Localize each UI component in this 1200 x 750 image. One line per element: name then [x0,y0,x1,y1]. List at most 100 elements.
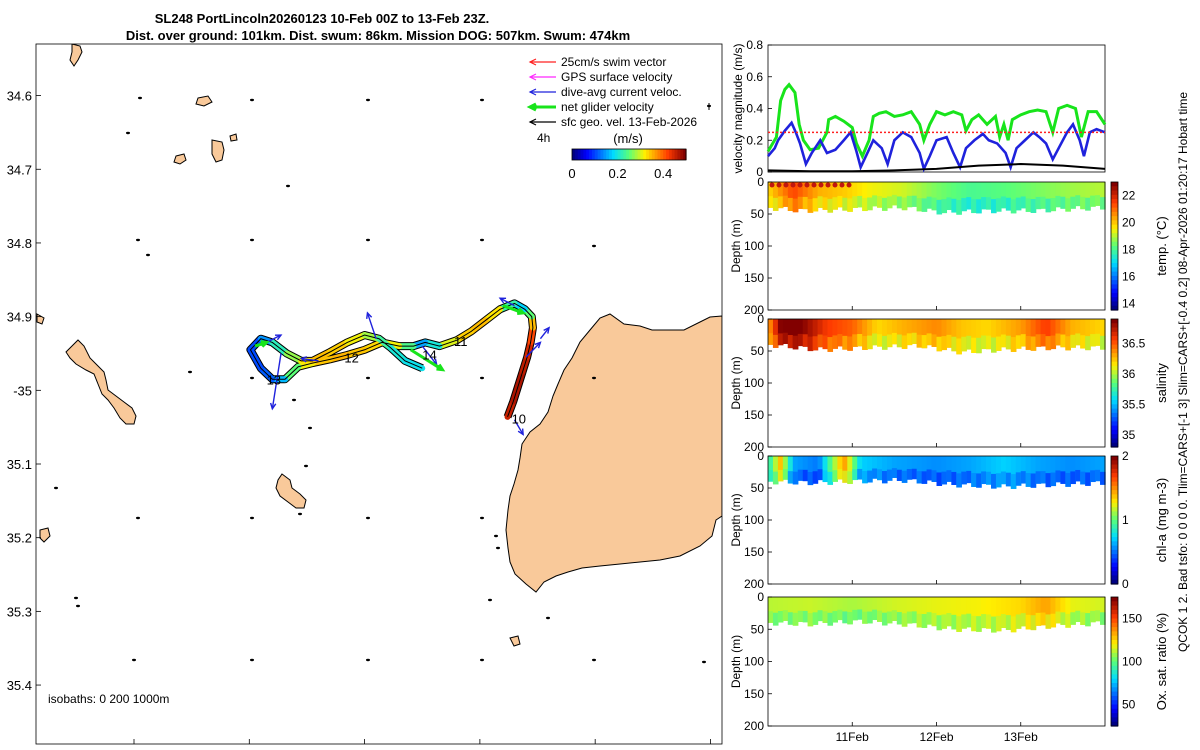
island-small-b [211,139,225,163]
reef-dot [480,658,484,662]
reef-dot [546,616,550,620]
heatmap-cell-deep [906,611,913,624]
heatmap-cell [1010,182,1017,214]
heatmap-cell-deep [1085,613,1091,627]
heatmap-cell-deep [867,470,873,483]
heatmap-cell-deep [1100,471,1106,485]
depth-tick-label: 0 [757,590,764,604]
colorbar-cell [660,149,664,160]
reef-dot [250,376,254,380]
panel-colorbar-cell [1111,721,1118,727]
heatmap-cell-deep [956,338,962,355]
panel-colorbar-cell [1111,348,1118,354]
panel-colorbar-cell [1111,267,1118,273]
heatmap-cell-deep [1095,469,1101,482]
heatmap-cell-deep [1045,473,1052,488]
heatmap-cell [896,319,903,348]
panel-colorbar-tick-label: 22 [1122,188,1136,202]
panel-colorbar-cell [1111,301,1118,307]
heatmap-cell-deep [862,197,868,212]
panel-colorbar-cell [1111,408,1118,414]
heatmap-cell [772,319,779,348]
velocity-ytick-label: 0.4 [746,102,763,116]
heatmap-cell-deep [807,198,814,213]
surface-sample-dot [839,182,845,188]
heatmap-cell [792,597,799,626]
panel-colorbar-cell [1111,678,1118,684]
heatmap-cell [857,597,863,620]
heatmap-cell [896,597,903,625]
heatmap-cell-deep [886,469,893,481]
velocity-vectors [254,297,551,436]
panel-colorbar-cell [1111,502,1118,508]
colorbar-cell [603,149,607,160]
heatmap-cell-deep [1090,610,1096,623]
heatmap-cell-deep [787,197,794,211]
heatmap-cell-deep [911,332,918,344]
heatmap-cell [847,319,853,351]
panel-colorbar-cell [1111,528,1118,534]
heatmap-cell-deep [768,196,774,208]
surface-sample-dot [804,182,810,188]
panel-colorbar-tick-label: 16 [1122,269,1136,283]
heatmap-cell [862,182,868,212]
panel-colorbar-tick-label: 1 [1122,513,1129,527]
map-ytick-label: 34.8 [7,236,32,251]
heatmap-cell-deep [772,334,779,348]
heatmap-cell [1100,456,1106,485]
heatmap-cell [1025,319,1032,350]
panel-colorbar-cell [1111,468,1118,474]
heatmap-cell-deep [995,615,1002,632]
heatmap-cell [852,319,858,347]
heatmap-cell-deep [971,473,977,487]
heatmap-cell-deep [862,336,868,350]
panel-colorbar-cell [1111,275,1118,281]
heatmap-cell [802,319,809,347]
heatmap-cell-deep [995,198,1002,212]
reef-dot [146,253,150,257]
panel-colorbar-cell [1111,597,1118,602]
depth-tick-label: 0 [757,449,764,463]
panel-colorbar-label: chl-a (mg m-3) [1154,478,1169,563]
heatmap-cell-deep [832,197,838,210]
heatmap-cell [1095,456,1101,482]
current-vector [525,341,542,358]
heatmap-cell [926,597,933,625]
heatmap-cell-deep [807,471,814,486]
heatmap-cell-deep [1050,613,1057,628]
heatmap-cell-deep [877,469,883,481]
panel-colorbar-cell [1111,182,1118,187]
track-centerline [249,302,534,418]
glider-track [246,299,537,420]
heatmap-cell [1035,182,1042,210]
heatmap-cell-deep [782,332,789,344]
island-north [69,44,83,67]
heatmap-cell [772,597,779,626]
reef-dot [366,658,370,662]
heatmap-cell [1060,182,1066,209]
heatmap-cell [1095,597,1101,622]
reef-dot [74,596,78,600]
heatmap-cell [986,182,992,210]
heatmap-cell-deep [936,472,943,486]
heatmap-cell-deep [872,468,878,479]
heatmap-cell-deep [768,611,774,623]
heatmap-cell-deep [891,468,898,478]
heatmap-cell [1000,182,1007,209]
heatmap-cell [986,456,992,485]
heatmap-cell [812,182,819,212]
heatmap-cell [946,597,952,627]
heatmap-cell-deep [1035,334,1042,347]
reef-dot [480,516,484,520]
heatmap-cell [951,319,957,352]
heatmap-cell [1010,456,1017,489]
colorbar-cell [640,149,644,160]
panel-colorbar-cell [1111,687,1118,693]
colorbar-cell [631,149,636,160]
heatmap-cell [872,456,878,479]
heatmap-cell [772,182,779,211]
panel-colorbar-cell [1111,477,1118,483]
chla-panel: 0 50 100 150 200 Depth (m) 0 1 2 chl-a (mg m-3) [729,449,1169,591]
reef-dot [304,464,308,468]
depth-axis-label: Depth (m) [729,219,743,272]
